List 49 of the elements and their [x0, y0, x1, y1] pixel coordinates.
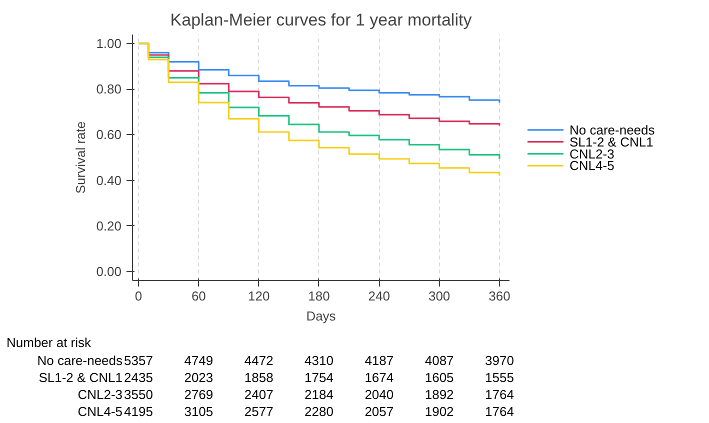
text: 1858: [244, 370, 274, 385]
text: 1902: [424, 404, 454, 419]
text: 3970: [485, 353, 514, 368]
text: 2435: [124, 370, 153, 385]
text: 3550: [124, 387, 153, 402]
text: 4472: [244, 353, 274, 368]
x-tick-label: 180: [308, 288, 330, 304]
text: Number at risk: [6, 335, 92, 350]
x-axis-title: Days: [306, 308, 336, 324]
text: 4749: [184, 353, 214, 368]
text: 2057: [364, 404, 394, 419]
text: No care-needs: [37, 353, 124, 368]
text: 2577: [244, 404, 274, 419]
text: 3105: [184, 404, 214, 419]
y-tick-label: 0.80: [96, 82, 122, 97]
y-tick-label: 0.00: [96, 264, 122, 279]
y-axis-title: Survival rate: [73, 121, 88, 194]
y-tick-label: 0.60: [96, 127, 122, 142]
text: 5357: [124, 353, 153, 368]
text: 1754: [304, 370, 334, 385]
x-tick-label: 240: [368, 288, 390, 304]
x-tick-label: 60: [191, 288, 206, 304]
x-tick-label: 360: [488, 288, 510, 304]
text: 4187: [364, 353, 394, 368]
text: 1605: [424, 370, 454, 385]
text: 1674: [364, 370, 394, 385]
chart-title: Kaplan-Meier curves for 1 year mortality: [170, 10, 472, 30]
text: 1892: [424, 387, 454, 402]
text: 2280: [304, 404, 334, 419]
text: 1555: [485, 370, 514, 385]
x-tick-label: 0: [134, 288, 142, 304]
text: 1764: [485, 387, 514, 402]
y-tick-label: 0.20: [96, 218, 122, 234]
text: 4087: [424, 353, 454, 368]
text: SL1-2 & CNL1: [38, 370, 123, 385]
y-tick-label: 1.00: [96, 36, 122, 52]
text: 4310: [304, 353, 334, 368]
text: 2407: [244, 387, 274, 402]
text: 4195: [124, 404, 153, 419]
text: 2184: [304, 387, 334, 402]
x-tick-label: 300: [428, 288, 450, 304]
y-tick-label: 0.40: [96, 172, 122, 188]
text: CNL2-3: [78, 387, 123, 402]
text: 2023: [184, 370, 214, 385]
x-tick-label: 120: [248, 288, 270, 304]
text: CNL4-5: [78, 404, 123, 419]
text: 2040: [364, 387, 394, 402]
text: 1764: [485, 404, 514, 419]
text: 2769: [184, 387, 214, 402]
